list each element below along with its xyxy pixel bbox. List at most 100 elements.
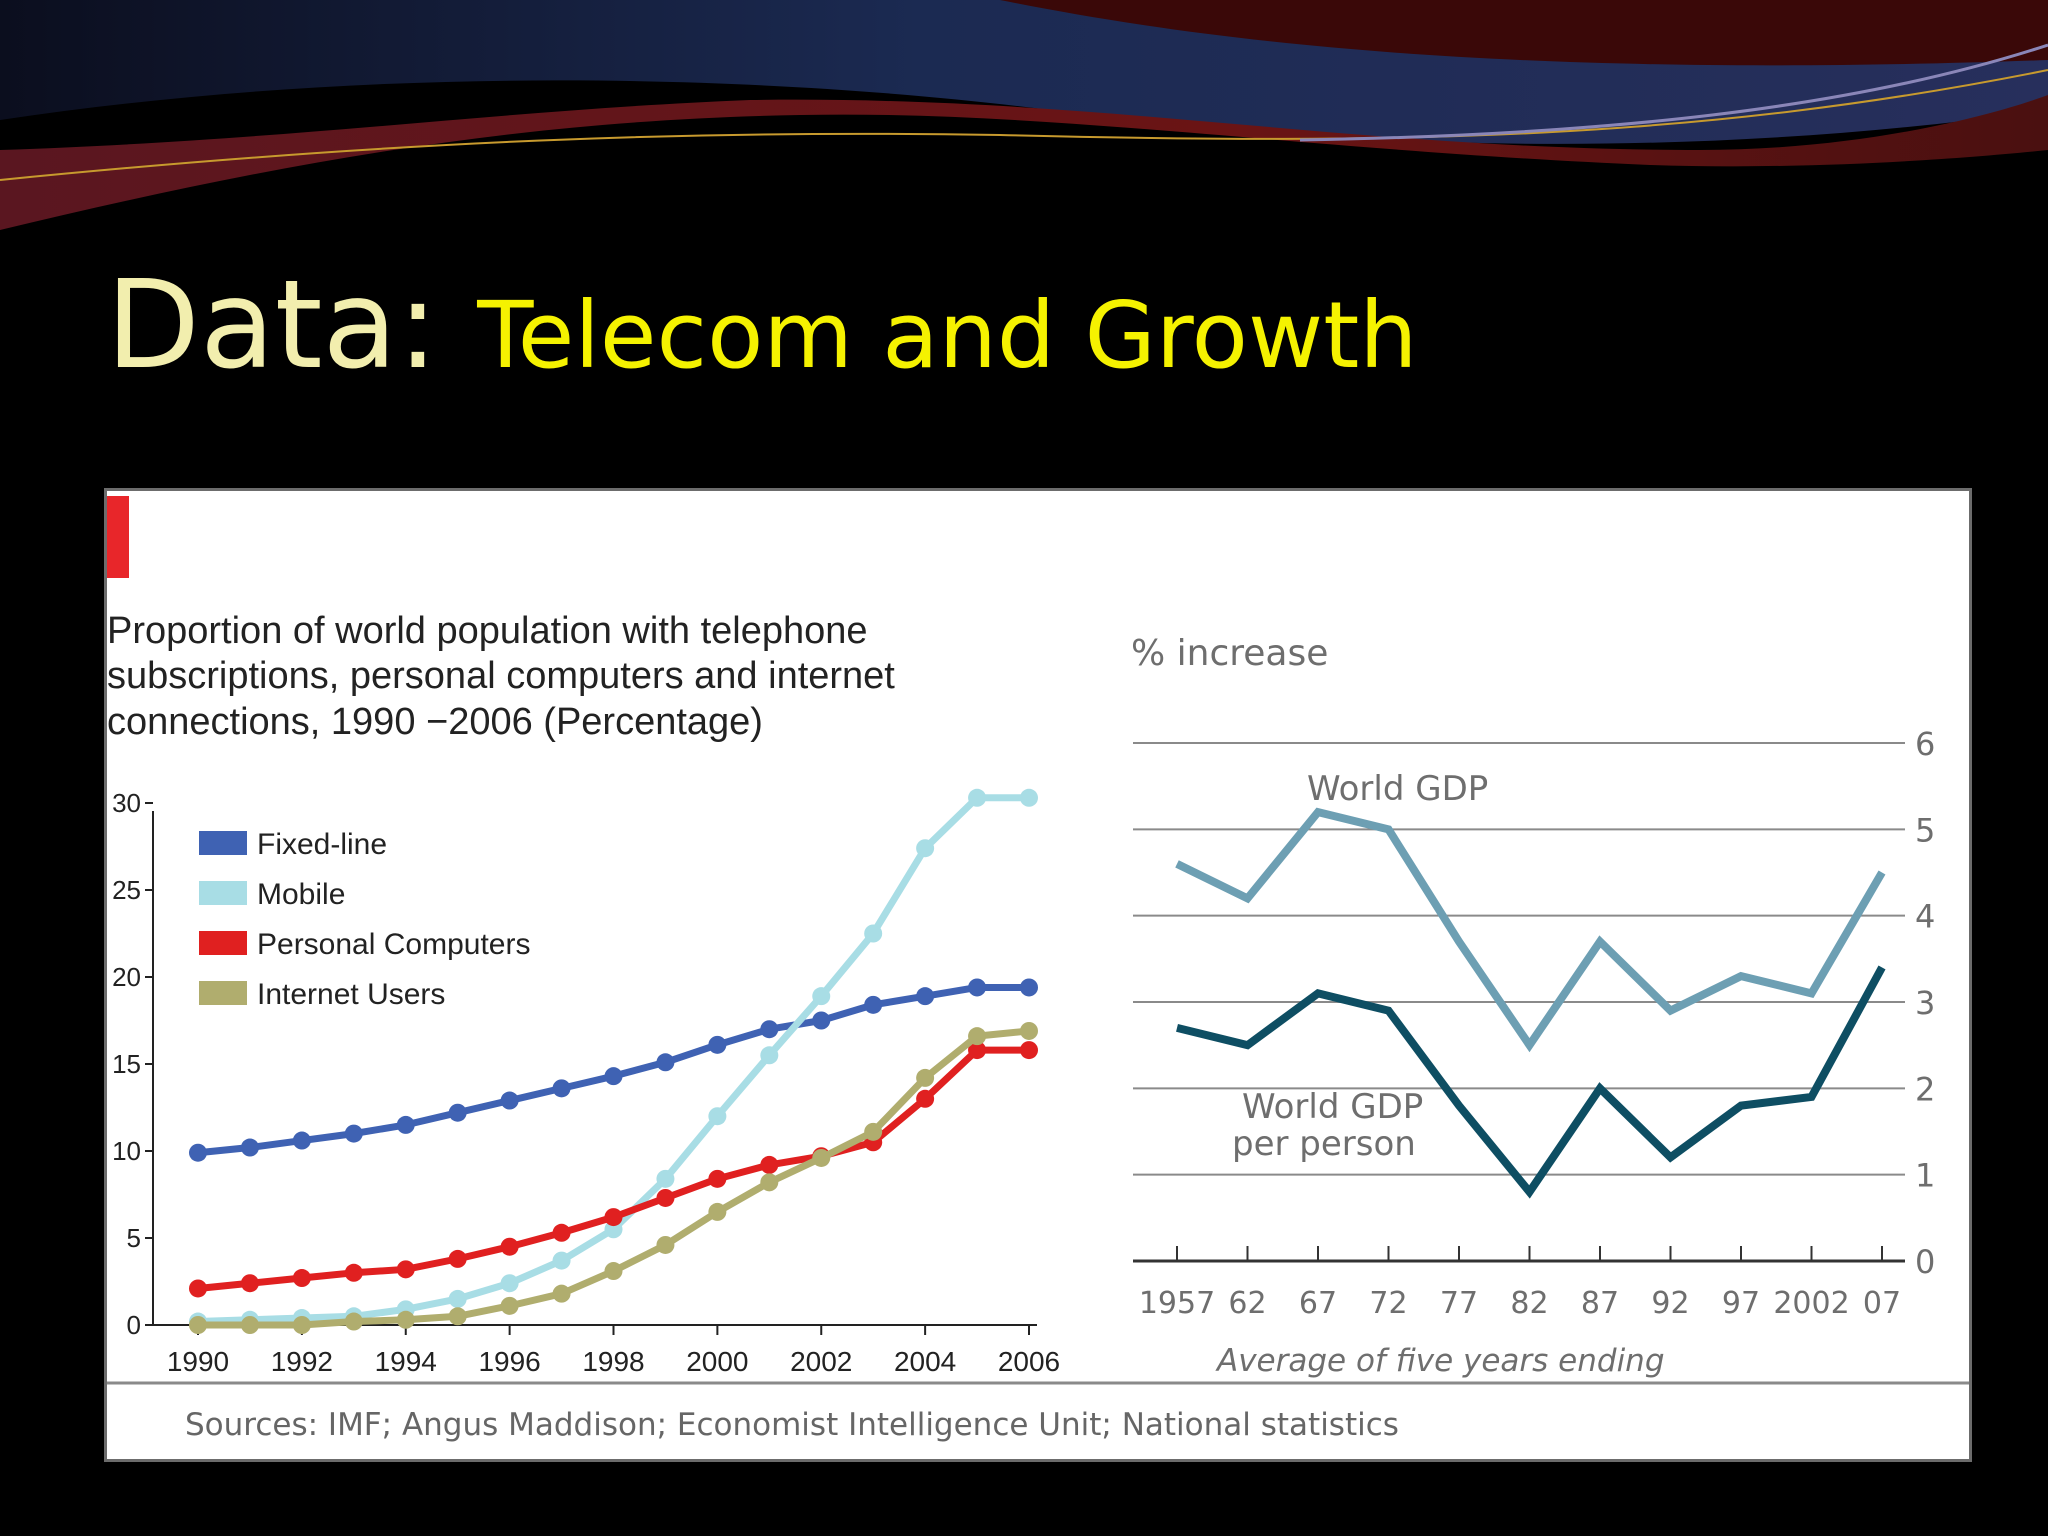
right-x-tick-label: 2002 bbox=[1773, 1286, 1849, 1321]
series-label-world-gdp-per-person-line-2: per person bbox=[1232, 1124, 1416, 1164]
data-point-fixed-line bbox=[708, 1035, 727, 1054]
data-point-mobile bbox=[1020, 788, 1038, 807]
data-point-internet-users bbox=[500, 1296, 519, 1315]
data-point-personal-computers bbox=[552, 1223, 571, 1242]
left-y-tick-label: 10 bbox=[112, 1136, 141, 1166]
data-point-fixed-line bbox=[864, 995, 883, 1014]
legend-label-internet-users: Internet Users bbox=[257, 978, 445, 1011]
legend-label-personal-computers: Personal Computers bbox=[257, 928, 530, 961]
left-x-tick-label: 1992 bbox=[271, 1346, 333, 1377]
data-point-personal-computers bbox=[396, 1260, 415, 1279]
right-y-tick-label: 5 bbox=[1915, 811, 1935, 849]
right-y-tick-label: 3 bbox=[1915, 984, 1935, 1022]
legend-swatch-mobile bbox=[199, 881, 247, 905]
right-x-tick-label: 92 bbox=[1651, 1286, 1689, 1321]
data-point-internet-users bbox=[552, 1284, 571, 1303]
data-point-internet-users bbox=[864, 1122, 883, 1141]
legend-label-mobile: Mobile bbox=[257, 878, 345, 911]
data-point-fixed-line bbox=[396, 1115, 415, 1134]
data-point-fixed-line bbox=[1020, 978, 1038, 997]
left-chart-title-line-1: Proportion of world population with tele… bbox=[107, 610, 868, 652]
data-point-personal-computers bbox=[240, 1274, 259, 1293]
data-point-fixed-line bbox=[760, 1020, 779, 1039]
left-x-tick-label: 2002 bbox=[790, 1346, 852, 1377]
series-label-world-gdp: World GDP bbox=[1307, 769, 1488, 809]
left-y-tick-label: 30 bbox=[112, 788, 141, 818]
left-chart-title-line-3: connections, 1990 −2006 (Percentage) bbox=[107, 701, 763, 743]
series-line-world-gdp-per-person bbox=[1176, 965, 1886, 1199]
right-x-tick-label: 72 bbox=[1369, 1286, 1407, 1321]
legend-label-fixed-line: Fixed-line bbox=[257, 828, 387, 861]
data-point-personal-computers bbox=[1020, 1041, 1038, 1060]
left-x-tick-label: 1990 bbox=[167, 1346, 229, 1377]
data-point-internet-users bbox=[916, 1068, 935, 1087]
source-note: Sources: IMF; Angus Maddison; Economist … bbox=[185, 1407, 1399, 1443]
slide-header-banner bbox=[0, 0, 2048, 240]
left-y-tick-label: 15 bbox=[112, 1049, 141, 1079]
legend-swatch-personal-computers bbox=[199, 931, 247, 955]
series-line-mobile bbox=[194, 794, 1033, 1326]
right-x-tick-label: 77 bbox=[1440, 1286, 1478, 1321]
data-point-mobile bbox=[708, 1107, 727, 1126]
left-y-tick-label: 0 bbox=[127, 1310, 141, 1340]
data-point-fixed-line bbox=[240, 1138, 259, 1157]
data-point-mobile bbox=[760, 1046, 779, 1065]
data-point-personal-computers bbox=[760, 1155, 779, 1174]
series-line-personal-computers bbox=[194, 1046, 1033, 1292]
data-point-fixed-line bbox=[448, 1103, 467, 1122]
left-x-tick-label: 1998 bbox=[582, 1346, 644, 1377]
left-x-tick-label: 2006 bbox=[998, 1346, 1060, 1377]
right-x-tick-label: 67 bbox=[1299, 1286, 1337, 1321]
legend-swatch-fixed-line bbox=[199, 831, 247, 855]
data-point-fixed-line bbox=[500, 1091, 519, 1110]
left-y-tick-label: 5 bbox=[127, 1223, 141, 1253]
right-x-tick-label: 62 bbox=[1228, 1286, 1266, 1321]
data-point-internet-users bbox=[240, 1316, 259, 1334]
right-x-tick-label: 87 bbox=[1581, 1286, 1619, 1321]
data-point-fixed-line bbox=[189, 1143, 207, 1162]
data-point-personal-computers bbox=[500, 1237, 519, 1256]
right-x-tick-label: 97 bbox=[1722, 1286, 1760, 1321]
data-point-personal-computers bbox=[292, 1269, 311, 1288]
right-y-tick-label: 1 bbox=[1915, 1157, 1935, 1195]
data-point-personal-computers bbox=[708, 1169, 727, 1188]
slide-subtitle: Telecom and Growth bbox=[477, 282, 1418, 389]
left-x-tick-label: 2004 bbox=[894, 1346, 956, 1377]
data-point-fixed-line bbox=[812, 1011, 831, 1030]
charts-svg: Proportion of world population with tele… bbox=[107, 496, 1969, 1443]
right-y-tick-label: 6 bbox=[1915, 725, 1935, 763]
data-point-internet-users bbox=[708, 1202, 727, 1221]
data-point-mobile bbox=[656, 1169, 675, 1188]
data-point-fixed-line bbox=[552, 1079, 571, 1098]
data-point-mobile bbox=[552, 1251, 571, 1270]
right-y-tick-label: 2 bbox=[1915, 1070, 1935, 1108]
legend-swatch-internet-users bbox=[199, 981, 247, 1005]
data-point-internet-users bbox=[812, 1148, 831, 1167]
left-x-tick-label: 1994 bbox=[375, 1346, 437, 1377]
series-label-world-gdp-per-person: World GDP per person bbox=[1232, 1087, 1434, 1164]
left-y-tick-label: 25 bbox=[112, 875, 141, 905]
data-point-mobile bbox=[968, 788, 987, 807]
data-point-internet-users bbox=[604, 1262, 623, 1281]
data-point-personal-computers bbox=[189, 1279, 207, 1298]
left-x-tick-label: 1996 bbox=[478, 1346, 540, 1377]
data-point-fixed-line bbox=[292, 1131, 311, 1150]
right-x-tick-label: 1957 bbox=[1139, 1286, 1215, 1321]
left-y-tick-label: 20 bbox=[112, 962, 141, 992]
data-point-personal-computers bbox=[448, 1249, 467, 1268]
data-point-personal-computers bbox=[604, 1208, 623, 1227]
data-point-internet-users bbox=[344, 1312, 363, 1331]
data-point-mobile bbox=[864, 924, 883, 943]
data-point-fixed-line bbox=[344, 1124, 363, 1143]
data-point-internet-users bbox=[968, 1027, 987, 1046]
data-point-fixed-line bbox=[604, 1067, 623, 1086]
data-point-internet-users bbox=[1020, 1021, 1038, 1040]
data-point-internet-users bbox=[448, 1307, 467, 1326]
right-chart-ylabel: % increase bbox=[1131, 633, 1328, 674]
right-chart: % increase 0 1 2 3 4 5 6 1957 62 67 72 77 82 87 92 97 2… bbox=[1131, 633, 1935, 1379]
left-chart-title-line-2: subscriptions, personal computers and in… bbox=[107, 655, 895, 697]
data-point-internet-users bbox=[189, 1316, 207, 1334]
slide-title-main: Data: bbox=[106, 254, 439, 396]
right-y-tick-label: 4 bbox=[1915, 898, 1935, 936]
chart-figure-panel: Proportion of world population with tele… bbox=[104, 488, 1972, 1462]
